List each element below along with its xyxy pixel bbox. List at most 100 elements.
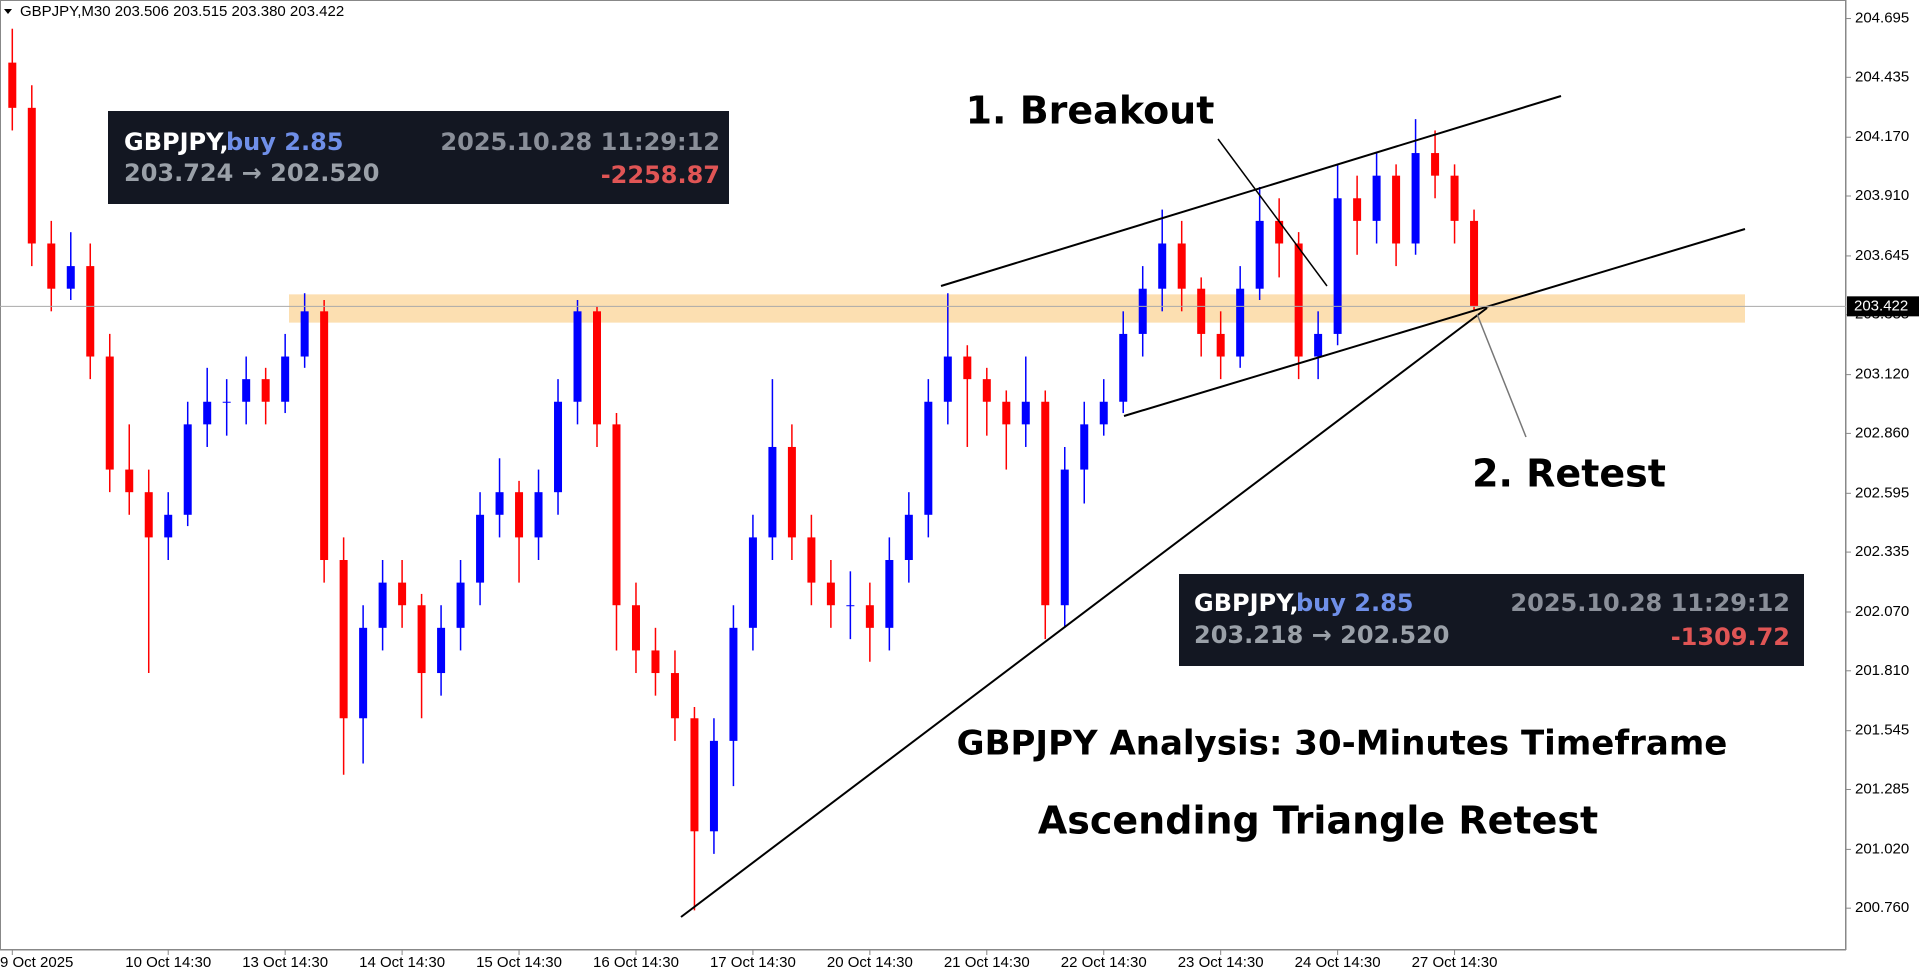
y-tick-label: 201.810 xyxy=(1855,662,1909,679)
candle-body xyxy=(924,401,933,515)
x-tick-label: 16 Oct 14:30 xyxy=(593,954,679,971)
candle-body xyxy=(1021,401,1030,425)
candle-body xyxy=(1294,243,1303,357)
candle-body xyxy=(865,605,874,628)
trend-lines xyxy=(680,95,1746,918)
candle-body xyxy=(1431,153,1440,176)
candle-body xyxy=(105,356,114,470)
x-tick-label: 13 Oct 14:30 xyxy=(242,954,328,971)
candle-body xyxy=(1450,175,1459,221)
candle-body xyxy=(437,627,446,674)
candle-body xyxy=(261,379,270,402)
candle-body xyxy=(125,469,134,493)
candle-body xyxy=(86,266,95,357)
triangle-base xyxy=(680,307,1488,918)
candle-body xyxy=(651,650,660,674)
trade-side: buy 2.85 xyxy=(226,128,343,156)
menu-arrow xyxy=(4,9,12,14)
candle-body xyxy=(826,582,835,606)
trade-prices: 203.218 → 202.520 xyxy=(1194,621,1449,649)
x-tick-label: 22 Oct 14:30 xyxy=(1061,954,1147,971)
candle-body xyxy=(1099,401,1108,425)
support-zone xyxy=(289,294,1745,323)
candle-body xyxy=(456,582,465,628)
candle-body xyxy=(1372,175,1381,221)
candle-body xyxy=(222,401,231,403)
candle-body xyxy=(320,311,329,561)
x-tick-label: 17 Oct 14:30 xyxy=(710,954,796,971)
candle-body xyxy=(203,401,212,425)
y-tick-label: 202.070 xyxy=(1855,603,1909,620)
trade-symbol: GBPJPY, xyxy=(124,128,229,156)
y-tick-label: 202.595 xyxy=(1855,484,1909,501)
candle-body xyxy=(1041,401,1050,606)
y-tick-label: 202.860 xyxy=(1855,424,1909,441)
candle-layer xyxy=(8,28,1479,911)
candle-body xyxy=(378,582,387,628)
candle-body xyxy=(963,356,972,380)
pattern-title: Ascending Triangle Retest xyxy=(1038,799,1598,843)
trade-profit: -2258.87 xyxy=(601,161,720,189)
candle-body xyxy=(807,537,816,583)
candle-body xyxy=(943,356,952,402)
x-tick-label: 27 Oct 14:30 xyxy=(1412,954,1498,971)
candle-body xyxy=(904,514,913,561)
last-price-label: 203.422 xyxy=(1854,297,1908,314)
candle-body xyxy=(183,424,192,515)
candle-body xyxy=(1353,198,1362,221)
x-tick-label: 20 Oct 14:30 xyxy=(827,954,913,971)
candle-body xyxy=(1392,175,1401,244)
trade-time: 2025.10.28 11:29:12 xyxy=(440,128,720,156)
candle-body xyxy=(593,311,601,425)
candle-body xyxy=(281,356,290,402)
trade-box-bg xyxy=(1179,574,1804,666)
candle-body xyxy=(573,311,582,402)
y-tick-label: 201.285 xyxy=(1855,780,1909,797)
candle-body xyxy=(8,62,17,108)
candle-body xyxy=(476,514,485,583)
candle-body xyxy=(47,243,56,289)
channel-upper xyxy=(940,95,1562,287)
candle-body xyxy=(1275,220,1284,244)
x-tick-label: 10 Oct 14:30 xyxy=(125,954,211,971)
candle-body xyxy=(359,627,368,719)
y-tick-label: 202.335 xyxy=(1855,543,1909,560)
trade-box-bg xyxy=(108,111,729,204)
candle-body xyxy=(1333,198,1342,334)
trade-time: 2025.10.28 11:29:12 xyxy=(1510,589,1790,617)
candle-body xyxy=(1255,220,1264,289)
candle-body xyxy=(398,582,407,606)
candle-body xyxy=(1314,333,1323,357)
candle-body xyxy=(417,605,426,674)
candle-body xyxy=(1119,333,1128,402)
trade-symbol: GBPJPY, xyxy=(1194,589,1299,617)
candle-body xyxy=(534,492,543,538)
y-tick-label: 201.545 xyxy=(1855,722,1909,739)
y-tick-label: 200.760 xyxy=(1855,899,1909,916)
candle-body xyxy=(846,605,855,607)
trade-profit: -1309.72 xyxy=(1671,623,1790,651)
candle-body xyxy=(670,673,679,719)
candle-body xyxy=(1411,153,1420,244)
candle-body xyxy=(690,718,699,832)
x-tick-label: 15 Oct 14:30 xyxy=(476,954,562,971)
candle-body xyxy=(631,605,640,651)
candle-body xyxy=(1197,288,1206,334)
y-tick-label: 204.170 xyxy=(1855,128,1909,145)
channel-lower xyxy=(1123,228,1746,417)
zone-layer xyxy=(289,294,1745,323)
candle-body xyxy=(1177,243,1186,289)
candle-body xyxy=(1236,288,1245,357)
candle-body xyxy=(27,107,36,244)
candle-body xyxy=(1138,288,1147,334)
y-tick-label: 203.645 xyxy=(1855,247,1909,264)
candle-body xyxy=(748,537,757,628)
candle-body xyxy=(1080,424,1089,470)
candle-body xyxy=(515,492,524,538)
candle-body xyxy=(982,379,991,402)
candle-body xyxy=(339,560,348,719)
y-tick-label: 204.695 xyxy=(1855,10,1909,27)
symbol-header: GBPJPY,M30 203.506 203.515 203.380 203.4… xyxy=(20,3,344,20)
candle-body xyxy=(66,266,75,289)
